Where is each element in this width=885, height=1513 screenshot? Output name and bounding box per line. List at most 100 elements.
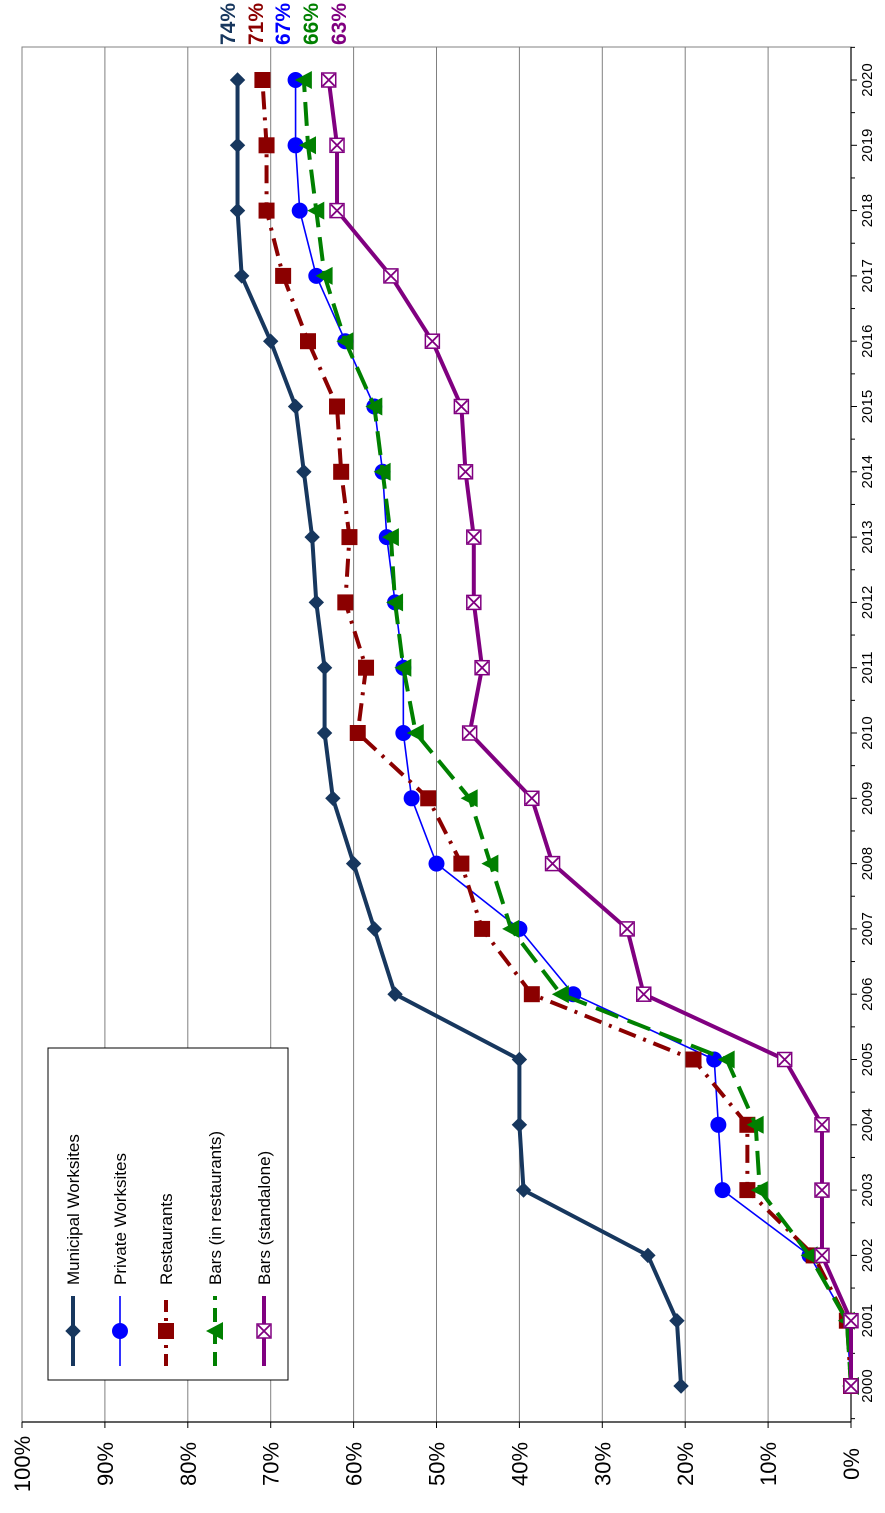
data-point — [746, 1115, 764, 1134]
data-point — [706, 1051, 723, 1068]
marker-cross — [330, 138, 344, 152]
data-point — [329, 137, 345, 154]
legend-label: Municipal Worksites — [64, 1134, 83, 1285]
data-point — [394, 658, 412, 677]
data-point — [673, 1378, 689, 1394]
year-tick-label: 2010 — [859, 716, 876, 749]
data-point — [814, 1182, 830, 1198]
percent-tick-label: 50% — [425, 1442, 450, 1486]
year-tick-label: 2006 — [859, 978, 876, 1011]
legend-entry: Restaurants — [157, 1193, 176, 1366]
marker-cross — [257, 1324, 271, 1338]
data-point — [843, 1378, 859, 1394]
data-point — [717, 1050, 735, 1069]
data-point — [386, 593, 404, 612]
data-point — [315, 266, 333, 285]
legend-swatch-marker — [112, 1323, 128, 1339]
year-tick-label: 2018 — [859, 194, 876, 227]
data-point — [349, 725, 366, 741]
data-point — [502, 919, 520, 938]
data-point — [296, 464, 312, 480]
legend-swatch-marker — [158, 1323, 174, 1339]
series-municipal-worksites — [229, 72, 689, 1394]
data-point — [511, 1117, 528, 1133]
marker-cross — [545, 856, 560, 871]
series-bars-standalone — [320, 72, 859, 1394]
data-point — [685, 1051, 702, 1068]
data-point — [466, 529, 482, 545]
data-point — [523, 986, 540, 1003]
data-point — [329, 202, 345, 219]
data-point — [551, 985, 569, 1004]
year-tick-label: 2014 — [859, 455, 876, 488]
data-point — [776, 1051, 793, 1068]
data-point — [710, 1116, 727, 1133]
data-point — [524, 790, 540, 807]
legend-label: Private Worksites — [111, 1153, 130, 1285]
data-point — [750, 1181, 768, 1200]
year-tick-label: 2001 — [859, 1304, 876, 1337]
year-tick-label: 2015 — [859, 390, 876, 423]
marker-cross — [844, 1314, 858, 1328]
data-point — [481, 854, 499, 873]
legend-entry: Bars (in restaurants) — [206, 1131, 225, 1366]
legend-label: Bars (standalone) — [255, 1151, 274, 1285]
data-point — [669, 1312, 685, 1329]
marker-cross — [637, 987, 651, 1001]
year-tick-label: 2002 — [859, 1239, 876, 1272]
year-tick-label: 2011 — [859, 652, 876, 684]
data-point — [291, 202, 308, 219]
marker-cross — [330, 203, 344, 218]
data-point — [294, 71, 312, 89]
data-point — [262, 333, 279, 349]
year-tick-label: 2020 — [859, 63, 876, 96]
data-point — [320, 72, 337, 88]
year-tick-label: 2019 — [859, 129, 876, 162]
data-point — [636, 986, 652, 1002]
data-point — [287, 137, 304, 154]
end-value-label: 67% — [272, 3, 295, 45]
data-point — [345, 855, 362, 872]
data-point — [307, 201, 325, 220]
data-point — [258, 202, 275, 219]
legend-swatch-marker — [206, 1322, 223, 1340]
data-point — [395, 725, 412, 741]
data-point — [511, 1051, 528, 1068]
year-tick-label: 2004 — [859, 1108, 876, 1141]
data-point — [316, 725, 333, 741]
data-point — [453, 398, 470, 415]
data-point — [336, 332, 354, 351]
data-point — [229, 72, 246, 88]
data-point — [229, 137, 246, 154]
percent-tick-label: 70% — [259, 1442, 284, 1486]
data-point — [333, 463, 350, 480]
data-point — [358, 659, 375, 676]
data-point — [341, 529, 358, 546]
legend-entry: Municipal Worksites — [64, 1134, 83, 1366]
data-point — [258, 137, 275, 154]
marker-cross — [454, 399, 469, 414]
data-point — [373, 462, 391, 481]
marker-cross — [467, 530, 481, 544]
marker-cross — [815, 1118, 829, 1132]
year-tick-label: 2009 — [859, 782, 876, 815]
series-restaurants — [254, 72, 859, 1394]
data-point — [814, 1247, 830, 1264]
percent-tick-label: 10% — [756, 1442, 781, 1486]
data-point — [619, 921, 635, 937]
year-tick-label: 2017 — [859, 259, 876, 292]
data-point — [843, 1312, 859, 1329]
data-point — [474, 920, 491, 937]
marker-cross — [322, 73, 336, 87]
percent-tick-label: 40% — [507, 1442, 532, 1486]
percent-tick-label: 60% — [342, 1442, 367, 1486]
data-point — [254, 72, 271, 88]
data-point — [420, 790, 437, 807]
end-value-label: 63% — [328, 3, 351, 45]
marker-cross — [844, 1379, 858, 1393]
data-point — [308, 594, 325, 611]
data-point — [457, 464, 474, 480]
data-point — [466, 594, 482, 611]
data-point — [329, 398, 346, 415]
percent-tick-label: 30% — [590, 1442, 615, 1486]
